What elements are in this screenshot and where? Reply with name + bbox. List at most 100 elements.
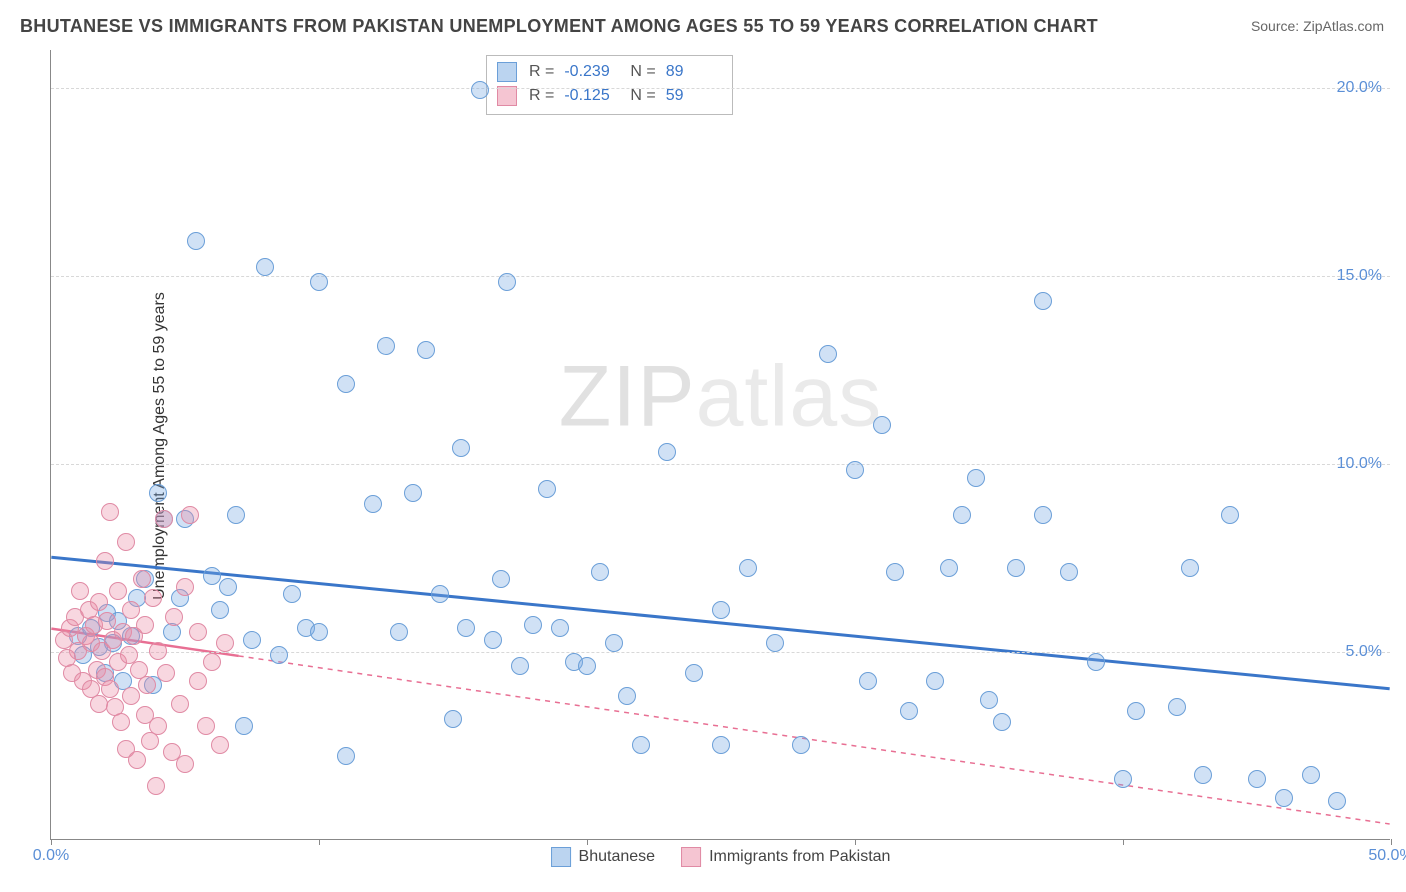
- scatter-point: [128, 751, 146, 769]
- x-tick-label: 50.0%: [1368, 847, 1406, 865]
- scatter-point: [524, 616, 542, 634]
- scatter-point: [953, 506, 971, 524]
- scatter-point: [211, 736, 229, 754]
- scatter-point: [618, 687, 636, 705]
- scatter-point: [101, 503, 119, 521]
- scatter-point: [283, 585, 301, 603]
- scatter-point: [739, 559, 757, 577]
- series-swatch: [497, 62, 517, 82]
- scatter-point: [235, 717, 253, 735]
- scatter-point: [1221, 506, 1239, 524]
- scatter-point: [189, 672, 207, 690]
- scatter-point: [149, 642, 167, 660]
- scatter-point: [444, 710, 462, 728]
- scatter-point: [337, 747, 355, 765]
- scatter-point: [886, 563, 904, 581]
- scatter-point: [144, 589, 162, 607]
- legend-label: Bhutanese: [579, 848, 656, 866]
- scatter-point: [149, 717, 167, 735]
- x-tick-mark: [855, 839, 856, 845]
- gridline-h: [51, 276, 1390, 277]
- stat-N-label: N =: [630, 60, 655, 84]
- scatter-point: [658, 443, 676, 461]
- scatter-point: [967, 469, 985, 487]
- gridline-h: [51, 652, 1390, 653]
- scatter-point: [390, 623, 408, 641]
- scatter-point: [1114, 770, 1132, 788]
- scatter-point: [377, 337, 395, 355]
- x-tick-mark: [319, 839, 320, 845]
- scatter-point: [900, 702, 918, 720]
- scatter-point: [1302, 766, 1320, 784]
- scatter-point: [219, 578, 237, 596]
- scatter-point: [122, 687, 140, 705]
- scatter-point: [149, 484, 167, 502]
- series-legend: BhutaneseImmigrants from Pakistan: [551, 847, 891, 867]
- scatter-point: [712, 736, 730, 754]
- scatter-point: [117, 533, 135, 551]
- scatter-point: [337, 375, 355, 393]
- scatter-point: [310, 273, 328, 291]
- scatter-point: [227, 506, 245, 524]
- scatter-point: [1060, 563, 1078, 581]
- scatter-point: [431, 585, 449, 603]
- chart-title: BHUTANESE VS IMMIGRANTS FROM PAKISTAN UN…: [20, 16, 1098, 37]
- watermark: ZIPatlas: [559, 348, 882, 447]
- scatter-point: [98, 612, 116, 630]
- scatter-plot-area: ZIPatlas R =-0.239N =89R =-0.125N =59 Bh…: [50, 50, 1390, 840]
- scatter-point: [112, 713, 130, 731]
- watermark-zip: ZIP: [559, 349, 696, 445]
- scatter-point: [498, 273, 516, 291]
- scatter-point: [176, 578, 194, 596]
- scatter-point: [197, 717, 215, 735]
- scatter-point: [1168, 698, 1186, 716]
- scatter-point: [511, 657, 529, 675]
- scatter-point: [176, 755, 194, 773]
- scatter-point: [1194, 766, 1212, 784]
- scatter-point: [90, 593, 108, 611]
- gridline-h: [51, 464, 1390, 465]
- scatter-point: [819, 345, 837, 363]
- scatter-point: [203, 567, 221, 585]
- legend-swatch: [551, 847, 571, 867]
- scatter-point: [538, 480, 556, 498]
- scatter-point: [136, 616, 154, 634]
- source-site: ZipAtlas.com: [1303, 18, 1384, 34]
- scatter-point: [926, 672, 944, 690]
- scatter-point: [90, 695, 108, 713]
- y-tick-label: 5.0%: [1346, 643, 1382, 661]
- scatter-point: [452, 439, 470, 457]
- scatter-point: [147, 777, 165, 795]
- watermark-atlas: atlas: [696, 349, 883, 445]
- source-label: Source:: [1251, 18, 1303, 34]
- scatter-point: [859, 672, 877, 690]
- scatter-point: [1181, 559, 1199, 577]
- scatter-point: [578, 657, 596, 675]
- scatter-point: [187, 232, 205, 250]
- x-tick-label: 0.0%: [33, 847, 69, 865]
- scatter-point: [270, 646, 288, 664]
- scatter-point: [138, 676, 156, 694]
- scatter-point: [96, 552, 114, 570]
- scatter-point: [1248, 770, 1266, 788]
- scatter-point: [484, 631, 502, 649]
- scatter-point: [171, 695, 189, 713]
- scatter-point: [1007, 559, 1025, 577]
- scatter-point: [109, 582, 127, 600]
- scatter-point: [873, 416, 891, 434]
- scatter-point: [404, 484, 422, 502]
- scatter-point: [632, 736, 650, 754]
- source-credit: Source: ZipAtlas.com: [1251, 18, 1384, 34]
- scatter-point: [551, 619, 569, 637]
- stat-R-value: -0.239: [564, 60, 620, 84]
- legend-item: Bhutanese: [551, 847, 656, 867]
- trendlines-layer: [51, 50, 1390, 839]
- scatter-point: [417, 341, 435, 359]
- scatter-point: [940, 559, 958, 577]
- scatter-point: [457, 619, 475, 637]
- x-tick-mark: [587, 839, 588, 845]
- scatter-point: [189, 623, 207, 641]
- scatter-point: [157, 664, 175, 682]
- scatter-point: [1034, 506, 1052, 524]
- scatter-point: [181, 506, 199, 524]
